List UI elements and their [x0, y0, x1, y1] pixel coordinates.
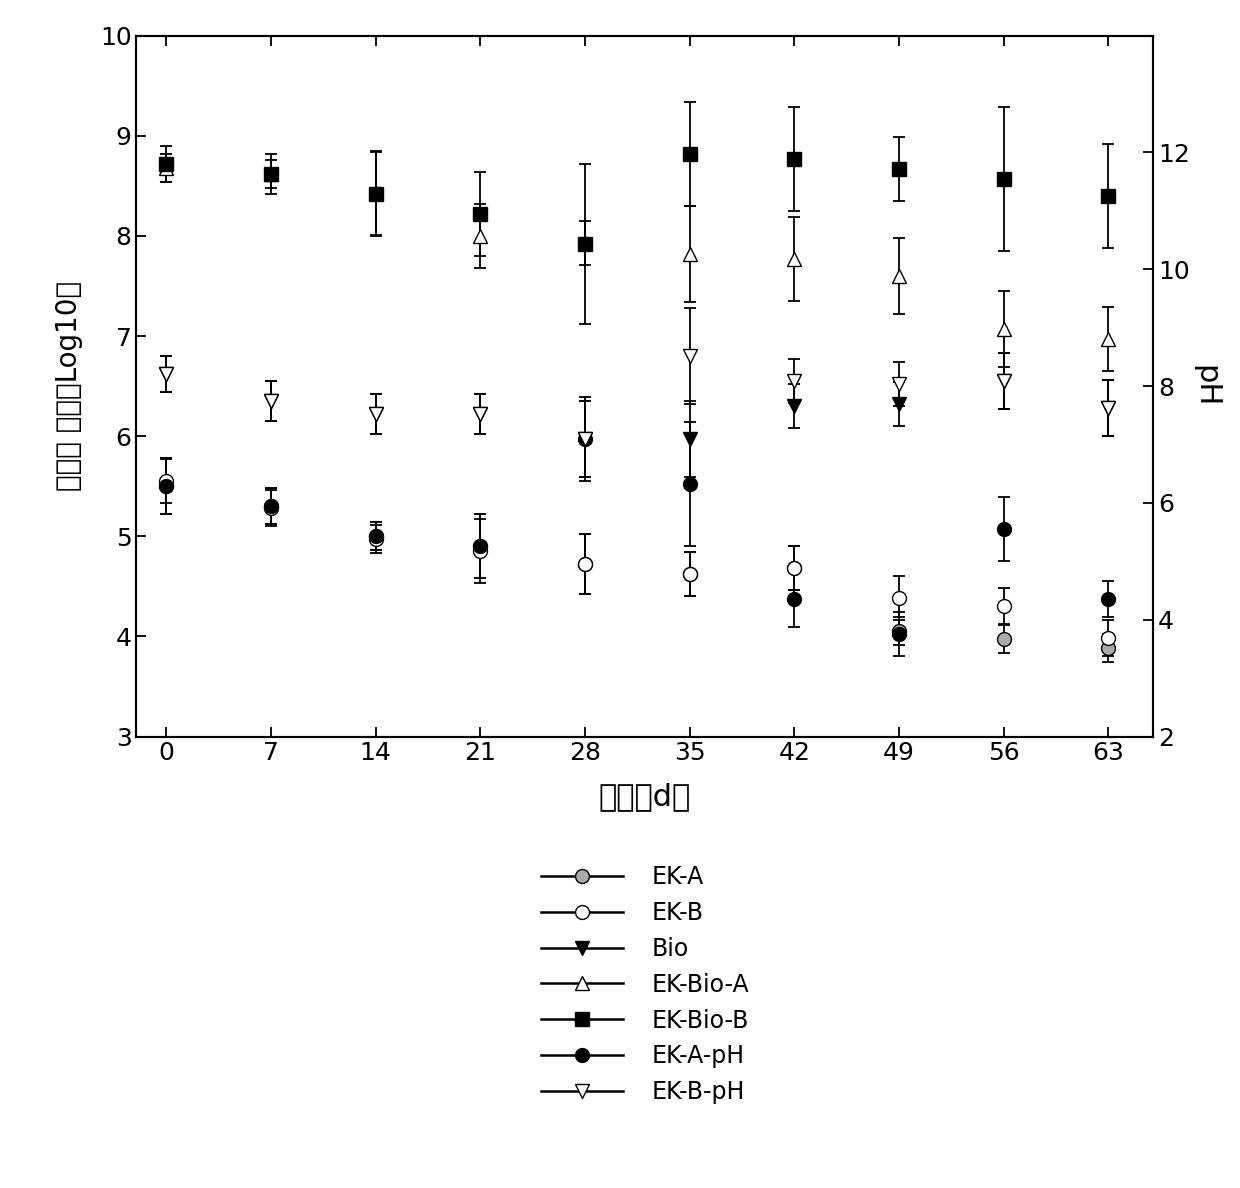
Y-axis label: pH: pH	[1192, 365, 1220, 407]
Y-axis label: 微生物 数量（Log10）: 微生物 数量（Log10）	[55, 282, 83, 491]
Legend: EK-A, EK-B, Bio, EK-Bio-A, EK-Bio-B, EK-A-pH, EK-B-pH: EK-A, EK-B, Bio, EK-Bio-A, EK-Bio-B, EK-…	[528, 853, 761, 1116]
X-axis label: 时间（d）: 时间（d）	[599, 782, 691, 811]
